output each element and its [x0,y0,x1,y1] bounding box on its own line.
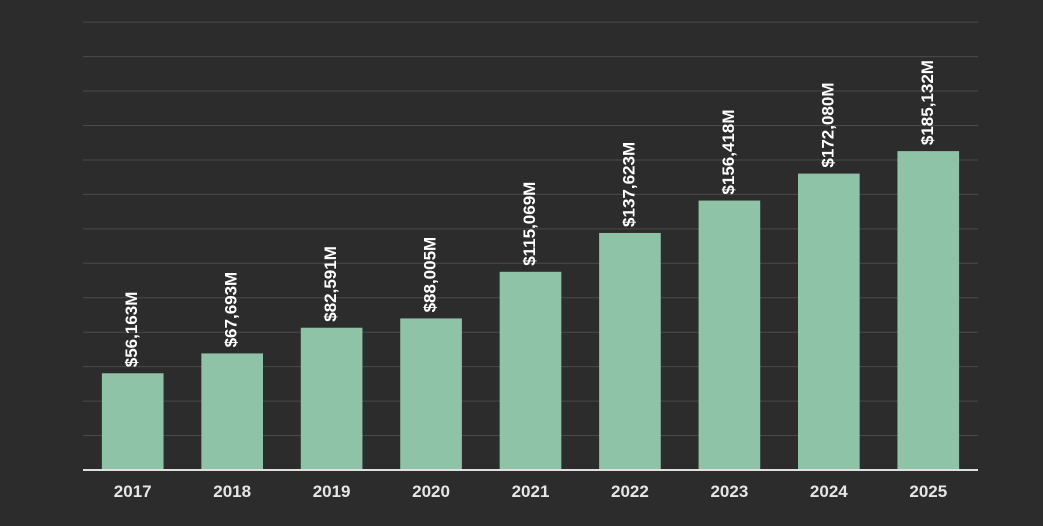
x-tick-2020: 2020 [412,482,450,501]
value-label-2025: $185,132M [918,60,937,145]
value-label-2023: $156,418M [719,109,738,194]
bar-2022 [599,232,661,470]
bar-2019 [300,327,363,470]
bar-2021 [499,271,562,470]
x-tick-2017: 2017 [114,482,152,501]
bars [101,151,960,471]
value-label-2024: $172,080M [818,83,837,168]
x-tick-2021: 2021 [512,482,550,501]
x-tick-2019: 2019 [313,482,351,501]
x-tick-2023: 2023 [710,482,748,501]
bar-2020 [400,318,462,470]
bar-2024 [798,173,860,470]
value-label-2021: $115,069M [520,182,539,266]
value-label-2019: $82,591M [321,246,340,322]
x-tick-labels: 2017 2018 2019 2020 2021 2022 2023 2024 2025 [114,482,947,501]
value-labels: $56,163M $67,693M $82,591M $88,005M $115,069… [122,60,937,367]
x-tick-2025: 2025 [909,482,947,501]
x-tick-2024: 2024 [810,482,848,501]
value-label-2017: $56,163M [122,292,141,368]
value-label-2020: $88,005M [421,237,440,313]
bar-2025 [897,151,960,471]
bar-2023 [698,200,761,470]
x-tick-2018: 2018 [213,482,251,501]
bar-2018 [201,353,263,470]
x-tick-2022: 2022 [611,482,649,501]
value-label-2022: $137,623M [619,142,638,227]
value-label-2018: $67,693M [222,272,241,348]
bar-2017 [101,373,164,470]
